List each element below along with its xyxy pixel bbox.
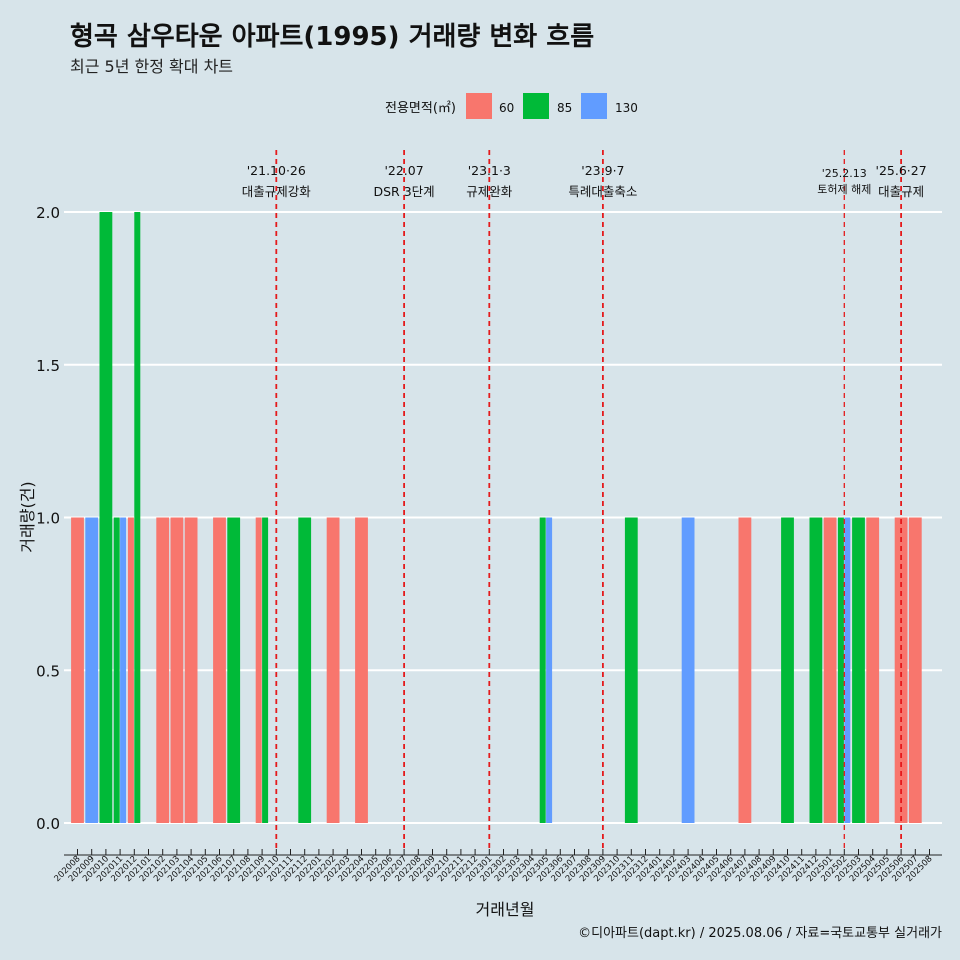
bar-130-202305 (546, 517, 553, 823)
bar-85-202112 (298, 517, 312, 823)
y-tick-label: 1.5 (36, 357, 60, 375)
event-label: DSR 3단계 (374, 184, 435, 199)
event-date: '22.07 (384, 163, 423, 178)
bar-60-202501 (823, 517, 837, 823)
event-date: '25.2.13 (822, 167, 867, 180)
y-tick-label: 0.0 (36, 815, 60, 833)
chart-title: 형곡 삼우타운 아파트(1995) 거래량 변화 흐름 (70, 22, 595, 52)
bar-85-202502 (837, 517, 844, 823)
bar-85-202107 (227, 517, 241, 823)
event-label: 대출규제강화 (242, 184, 312, 199)
bar-85-202012 (134, 212, 141, 823)
y-tick-label: 0.5 (36, 662, 60, 680)
bar-60-202008 (71, 517, 84, 823)
bar-60-202506 (894, 517, 908, 823)
bar-85-202410 (781, 517, 794, 823)
legend-title: 전용면적(㎡) (385, 101, 456, 116)
bar-60-202504 (866, 517, 880, 823)
bar-60-202012 (127, 517, 134, 823)
event-label: 토허제 해제 (817, 182, 871, 196)
event-date: '23.1·3 (468, 163, 511, 178)
event-date: '21.10·26 (247, 163, 306, 178)
legend-swatch-130 (581, 93, 607, 119)
bar-85-202011 (113, 517, 120, 823)
event-label: 대출규제 (878, 184, 924, 199)
bar-60-202102 (156, 517, 170, 823)
bar-130-202011 (120, 517, 127, 823)
bar-85-202503 (852, 517, 865, 823)
y-tick-label: 1.0 (36, 510, 60, 528)
event-label: 특례대출축소 (568, 184, 637, 199)
bar-85-202109 (262, 517, 269, 823)
x-axis-title: 거래년월 (476, 900, 535, 919)
bar-60-202104 (184, 517, 198, 823)
bar-85-202010 (99, 212, 113, 823)
event-date: '25.6·27 (876, 163, 927, 178)
bar-130-202403 (681, 517, 695, 823)
bar-60-202106 (213, 517, 226, 823)
chart-subtitle: 최근 5년 한정 확대 차트 (70, 57, 234, 76)
legend-label-60: 60 (499, 101, 514, 115)
legend-swatch-60 (466, 93, 492, 119)
legend-label-85: 85 (557, 101, 572, 115)
bar-85-202311 (624, 517, 638, 823)
bar-60-202109 (255, 517, 262, 823)
bar-130-202502 (844, 517, 851, 823)
y-tick-label: 2.0 (36, 204, 60, 222)
bar-60-202204 (355, 517, 368, 823)
bar-60-202507 (908, 517, 922, 823)
source-caption: ©디아파트(dapt.kr) / 2025.08.06 / 자료=국토교통부 실… (578, 926, 942, 941)
legend-swatch-85 (523, 93, 549, 119)
bar-60-202202 (326, 517, 340, 823)
event-label: 규제완화 (466, 184, 513, 199)
legend-label-130: 130 (615, 101, 638, 115)
bar-60-202103 (170, 517, 184, 823)
event-date: '23.9·7 (581, 163, 624, 178)
y-axis-title: 거래량(건) (18, 481, 37, 552)
bar-130-202009 (85, 517, 99, 823)
bar-85-202412 (809, 517, 823, 823)
bar-85-202305 (539, 517, 546, 823)
bar-60-202407 (738, 517, 752, 823)
